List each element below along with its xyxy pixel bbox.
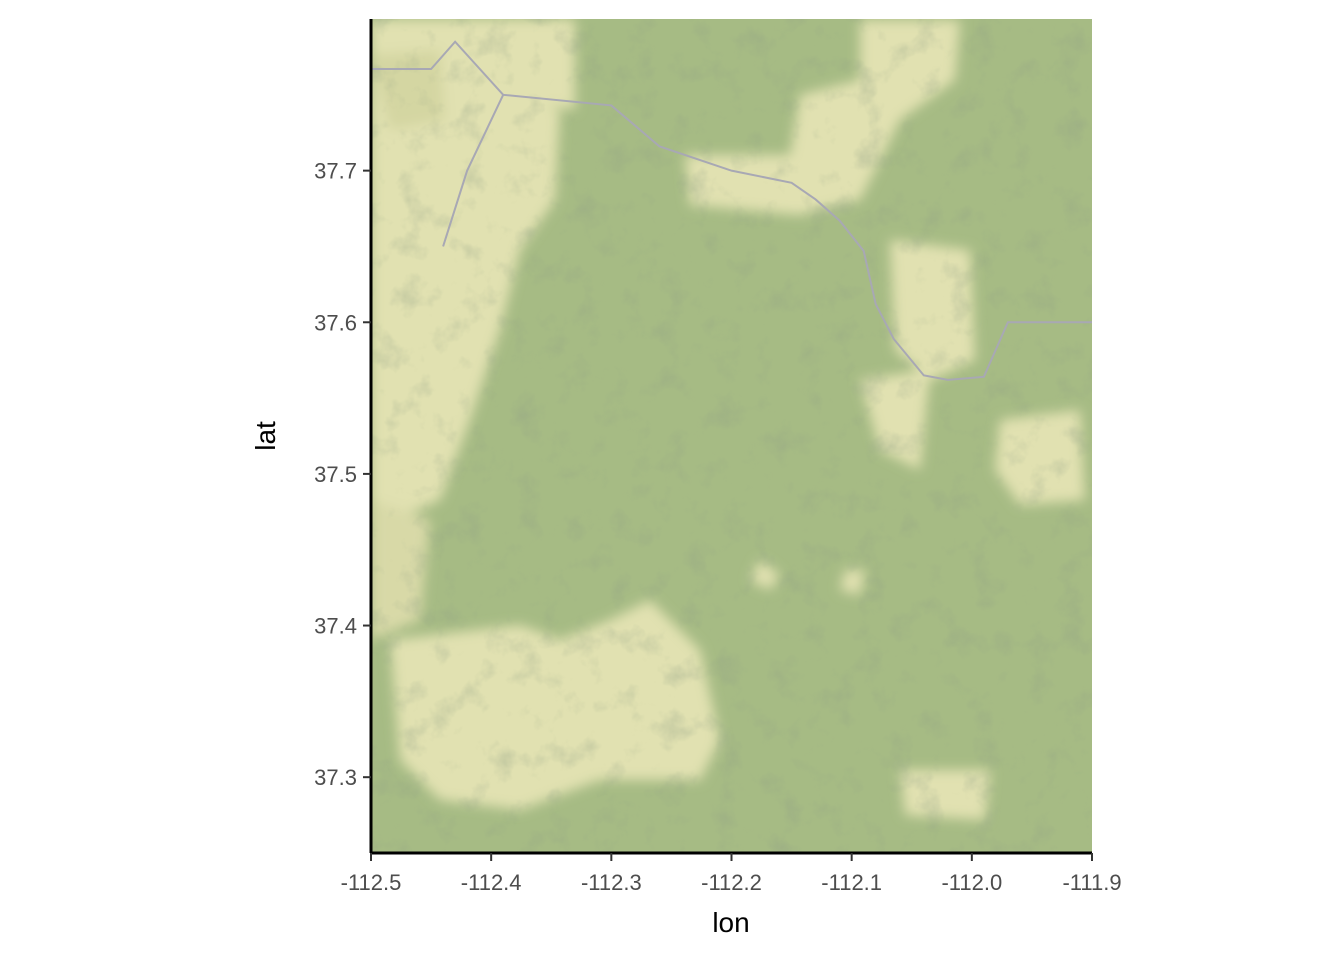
y-axis-ticks: 37.3 37.4 37.5 37.6 37.7 [314,159,371,790]
x-tick-label: -112.2 [701,870,762,895]
y-tick-label: 37.7 [314,159,357,184]
map-panel [371,19,1092,853]
y-axis-title: lat [250,421,281,451]
y-tick-label: 37.3 [314,765,357,790]
x-tick-label: -112.0 [941,870,1002,895]
y-tick-label: 37.6 [314,310,357,335]
x-axis-ticks: -112.5 -112.4 -112.3 -112.2 -112.1 -112.0 -111… [341,853,1122,895]
terrain-relief [371,19,1092,853]
road-lines [371,40,1092,381]
y-tick-label: 37.4 [314,614,357,639]
x-tick-label: -112.5 [341,870,402,895]
x-axis-title: lon [712,907,749,938]
road-branch [442,94,505,247]
x-tick-label: -112.1 [821,870,882,895]
y-tick-label: 37.5 [314,462,357,487]
x-tick-label: -111.9 [1062,870,1121,895]
x-tick-label: -112.3 [581,870,642,895]
x-tick-label: -112.4 [461,870,522,895]
